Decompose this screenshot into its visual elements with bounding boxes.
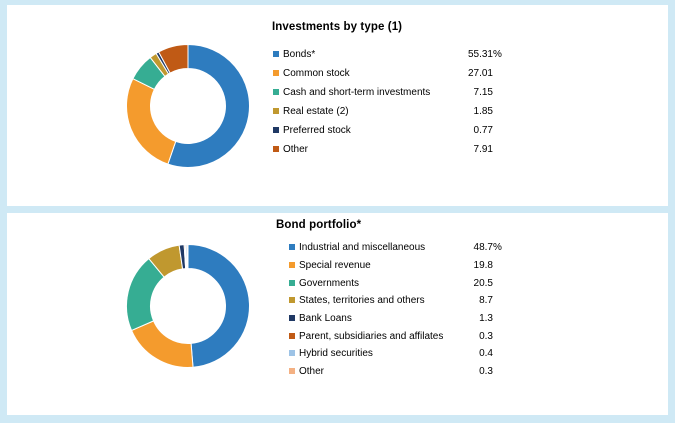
legend-label: Cash and short-term investments (283, 87, 431, 98)
investments-by-type-panel: Investments by type (1) Bonds* 55.31% Comm… (7, 5, 668, 206)
legend-marker (289, 315, 295, 322)
legend-label: States, territories and others (299, 295, 425, 307)
donut-slice (187, 243, 250, 368)
legend-value: 55.31% (467, 49, 502, 60)
legend-item: Industrial and miscellaneous 48.7% (289, 239, 502, 257)
legend-label: Other (299, 366, 325, 378)
legend-item: Governments 20.5 (289, 274, 493, 292)
legend-value: 1.85 (473, 106, 493, 117)
legend-item: Bonds* 55.31% (273, 45, 502, 64)
chart-title: Investments by type (1) (272, 21, 403, 33)
legend-value: 20.5 (473, 277, 493, 289)
donut-slice (126, 78, 177, 165)
legend-marker (289, 279, 295, 286)
legend-marker (273, 70, 279, 76)
donut-slice (167, 43, 250, 168)
legend-marker (289, 350, 295, 357)
legend-marker (289, 332, 295, 339)
legend-marker (273, 146, 279, 152)
legend-item: Cash and short-term investments 7.15 (273, 83, 493, 102)
legend-value: 1.3 (479, 313, 493, 325)
legend-value: 0.3 (479, 366, 493, 378)
legend-label: Other (283, 144, 309, 155)
legend-value: 0.3 (479, 330, 493, 342)
legend-value: 48.7% (473, 242, 502, 254)
legend-label: Preferred stock (283, 125, 351, 136)
donut-slice (186, 243, 189, 270)
legend-label: Hybrid securities (299, 348, 373, 360)
legend-item: Special revenue 19.8 (289, 257, 493, 275)
legend-item: Other 7.91 (273, 140, 493, 159)
legend: Bonds* 55.31% Common stock 27.01 Cash and sh… (273, 45, 502, 159)
legend-label: Governments (299, 277, 360, 289)
legend-item: Preferred stock 0.77 (273, 121, 493, 140)
legend-value: 7.91 (473, 144, 493, 155)
bond-portfolio-panel: Bond portfolio* Industrial and miscellan… (7, 213, 668, 415)
legend-marker (289, 297, 295, 304)
legend-label: Industrial and miscellaneous (299, 242, 426, 254)
percent-sign: % (493, 242, 502, 254)
legend-marker (289, 262, 295, 269)
legend-item: Parent, subsidiaries and affilates 0.3 (289, 327, 493, 345)
legend-label: Parent, subsidiaries and affilates (299, 330, 444, 342)
legend-label: Bonds* (283, 49, 316, 60)
legend-value: 0.4 (479, 348, 493, 360)
legend: Industrial and miscellaneous 48.7% Special… (289, 239, 502, 381)
legend-item: Common stock 27.01 (273, 64, 493, 83)
donut-slice (130, 320, 194, 368)
legend-value: 27.01 (467, 68, 493, 79)
legend-value: 19.8 (473, 260, 493, 272)
legend-item: States, territories and others 8.7 (289, 292, 493, 310)
donut-slice (157, 43, 189, 74)
legend-label: Real estate (2) (283, 106, 349, 117)
legend-label: Bank Loans (299, 313, 352, 325)
legend-item: Real estate (2) 1.85 (273, 102, 493, 121)
legend-value: 8.7 (479, 295, 493, 307)
legend-marker (273, 51, 279, 57)
bond-portfolio-donut-chart (126, 243, 250, 368)
legend-label: Common stock (283, 68, 350, 79)
legend-value: 0.77 (473, 125, 493, 136)
legend-marker (273, 127, 279, 133)
investments-donut-chart (126, 43, 250, 168)
legend-marker (289, 244, 295, 251)
legend-marker (289, 368, 295, 375)
percent-sign: % (493, 49, 502, 60)
legend-value: 7.15 (473, 87, 493, 98)
legend-marker (273, 108, 279, 114)
legend-item: Bank Loans 1.3 (289, 310, 493, 328)
chart-title: Bond portfolio* (276, 219, 362, 231)
legend-marker (273, 89, 279, 95)
legend-item: Hybrid securities 0.4 (289, 345, 493, 363)
legend-item: Other 0.3 (289, 363, 493, 381)
legend-label: Special revenue (299, 260, 371, 272)
